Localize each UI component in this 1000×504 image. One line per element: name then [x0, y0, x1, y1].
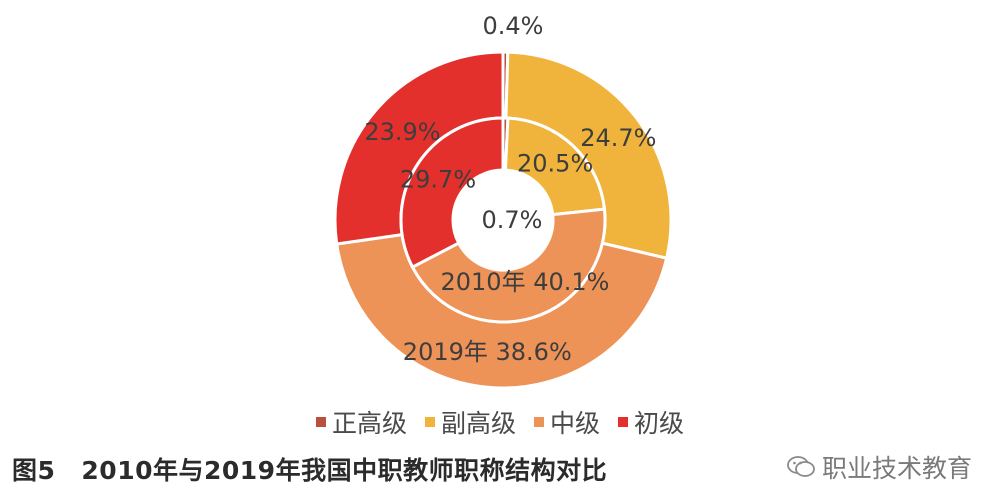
watermark: 职业技术教育	[786, 449, 972, 485]
legend-label: 初级	[634, 409, 685, 438]
caption-text: 2010年与2019年我国中职教师职称结构对比	[81, 456, 608, 485]
figure-number: 图5	[12, 456, 56, 485]
legend-item-副高级: 副高级	[424, 404, 516, 440]
legend-swatch	[534, 417, 544, 427]
inner-data-label-senior: 0.7%	[482, 206, 543, 234]
legend-swatch	[618, 417, 629, 427]
legend: 正高级 副高级 中级 初级	[0, 404, 1000, 440]
legend-item-中级: 中级	[534, 404, 600, 440]
outer-data-label-intermediate: 2019年 38.6%	[403, 338, 572, 366]
legend-label: 副高级	[440, 409, 516, 438]
outer-data-label-junior: 23.9%	[364, 118, 440, 146]
wechat-icon	[787, 456, 815, 477]
donut-chart: 0.4% 24.7% 2019年 38.6% 23.9% 0.7% 20.5% 2010年 …	[333, 12, 673, 390]
outer-data-label-senior: 0.4%	[483, 12, 544, 40]
inner-ring-slice-intermediate	[410, 207, 607, 324]
legend-label: 中级	[550, 409, 601, 438]
inner-ring-slice-vice-senior	[503, 116, 607, 217]
inner-data-label-intermediate: 2010年 40.1%	[441, 268, 610, 296]
legend-swatch	[315, 417, 326, 427]
inner-data-label-vice-senior: 20.5%	[517, 150, 593, 178]
outer-data-label-vice-senior: 24.7%	[580, 124, 656, 152]
inner-ring-slice-junior	[399, 116, 505, 270]
legend-item-初级: 初级	[618, 404, 684, 440]
legend-item-正高级: 正高级	[315, 404, 407, 440]
legend-swatch	[424, 417, 435, 427]
figure-caption: 图5 2010年与2019年我国中职教师职称结构对比	[12, 451, 607, 487]
legend-label: 正高级	[331, 409, 407, 438]
watermark-text: 职业技术教育	[821, 454, 972, 483]
inner-data-label-junior: 29.7%	[400, 166, 476, 194]
